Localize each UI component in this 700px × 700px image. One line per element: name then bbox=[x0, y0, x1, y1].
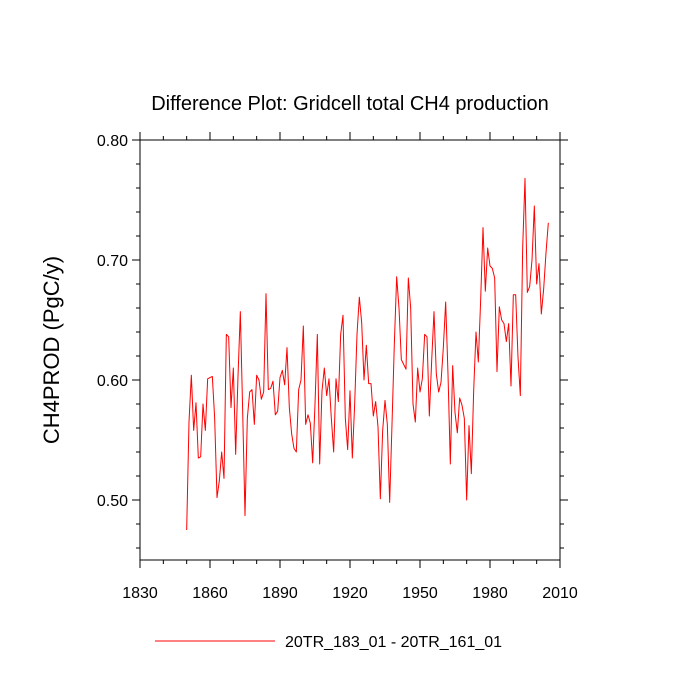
x-tick-label: 1860 bbox=[192, 585, 228, 602]
series-line bbox=[186, 177, 549, 531]
legend: 20TR_183_01 - 20TR_161_01 bbox=[155, 634, 502, 651]
legend-label: 20TR_183_01 - 20TR_161_01 bbox=[285, 634, 502, 651]
y-tick-label: 0.60 bbox=[97, 373, 128, 390]
chart-title: Difference Plot: Gridcell total CH4 prod… bbox=[151, 93, 549, 115]
series-group bbox=[186, 177, 549, 531]
x-tick-label: 1980 bbox=[472, 585, 508, 602]
x-tick-label: 2010 bbox=[542, 585, 578, 602]
plot-axes: 1830 1860 1890 1920 1950 1980 2010 0.50 0.60 0.70… bbox=[97, 132, 578, 602]
y-tick-label: 0.70 bbox=[97, 253, 128, 270]
x-tick-label: 1950 bbox=[402, 585, 438, 602]
y-axis-label: CH4PROD (PgC/y) bbox=[39, 256, 64, 444]
x-tick-label: 1920 bbox=[332, 585, 368, 602]
plot-frame bbox=[139, 139, 561, 561]
x-tick-label: 1830 bbox=[122, 585, 158, 602]
y-tick-label: 0.80 bbox=[97, 133, 128, 150]
y-tick-label: 0.50 bbox=[97, 493, 128, 510]
x-tick-label: 1890 bbox=[262, 585, 298, 602]
